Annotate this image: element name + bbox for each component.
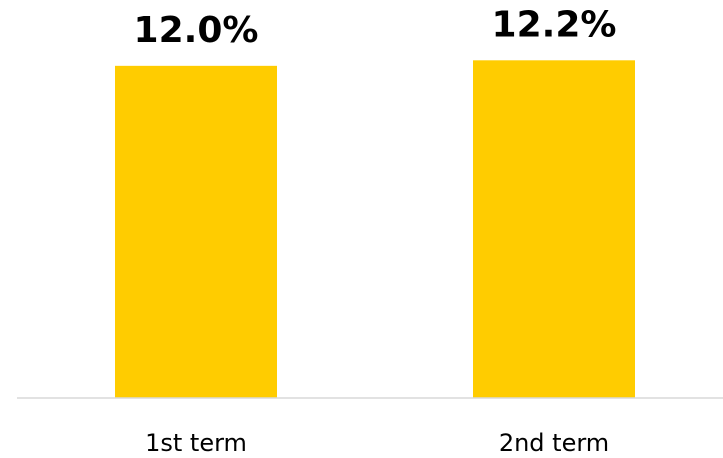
value-label: 12.0% [134,10,259,51]
x-tick-label: 1st term [145,429,247,457]
bar [473,60,635,398]
x-tick-label: 2nd term [499,429,609,457]
value-label: 12.2% [492,4,617,45]
bar [115,65,277,398]
